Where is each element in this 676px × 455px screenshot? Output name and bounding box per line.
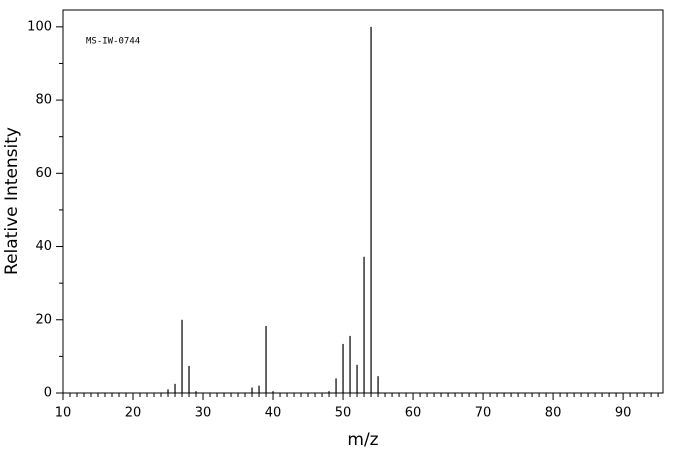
annotation: MS-IW-0744	[86, 37, 140, 47]
x-tick-label: 70	[475, 406, 492, 421]
y-tick-label: 100	[27, 19, 52, 34]
x-tick-label: 20	[125, 406, 142, 421]
x-tick-label: 80	[545, 406, 562, 421]
x-tick-label: 50	[335, 406, 352, 421]
plot-frame	[62, 9, 664, 394]
x-tick-label: 10	[55, 406, 72, 421]
y-tick-label: 40	[35, 239, 52, 254]
x-tick-label: 90	[615, 406, 632, 421]
x-axis-title: m/z	[347, 430, 378, 450]
y-tick-label: 60	[35, 166, 52, 181]
y-tick-label: 0	[44, 386, 52, 401]
x-tick-label: 60	[405, 406, 422, 421]
x-tick-label: 40	[265, 406, 282, 421]
y-tick-label: 20	[35, 312, 52, 327]
y-axis-title: Relative Intensity	[2, 127, 22, 275]
y-tick-label: 80	[35, 93, 52, 108]
x-tick-label: 30	[195, 406, 212, 421]
